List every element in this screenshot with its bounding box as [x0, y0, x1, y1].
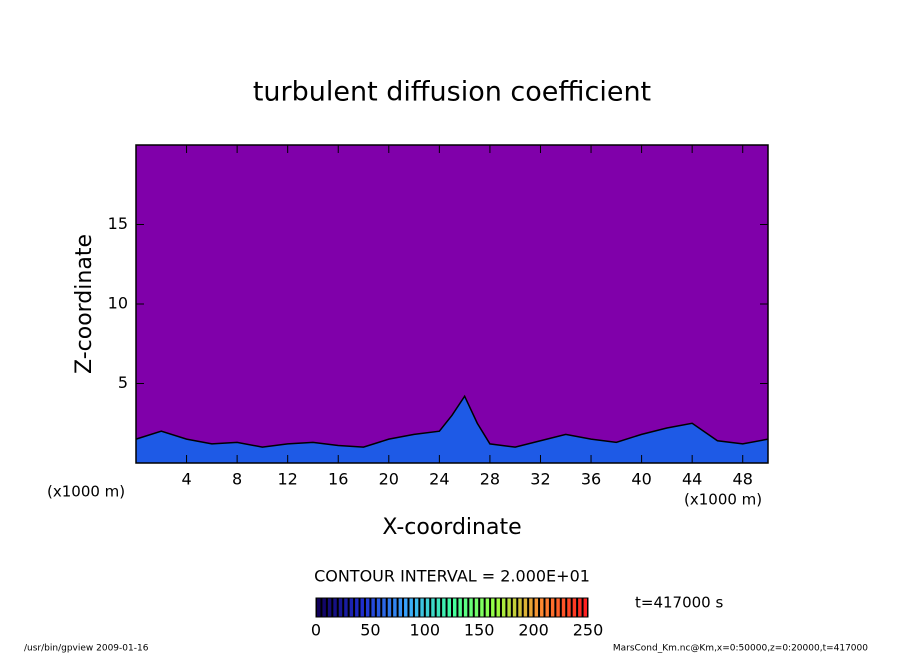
colorbar-stripe	[333, 598, 337, 617]
colorbar-stripe	[550, 598, 555, 617]
colorbar-stripe	[529, 598, 533, 617]
colorbar-stripe	[442, 598, 446, 617]
colorbar-stripe	[404, 598, 408, 617]
colorbar-stripe	[425, 598, 430, 617]
colorbar-stripe	[382, 598, 386, 617]
colorbar-stripe	[572, 598, 577, 617]
colorbar-stripe	[561, 598, 566, 617]
colorbar-stripe	[485, 598, 490, 617]
x-tick-label: 16	[328, 470, 348, 489]
colorbar-stripe	[371, 598, 375, 617]
x-tick-label: 40	[631, 470, 651, 489]
x-tick-label: 48	[733, 470, 753, 489]
layer-contour	[135, 394, 769, 448]
colorbar-stripe	[540, 598, 544, 617]
x-tick-label: 28	[480, 470, 500, 489]
colorbar-tick-label: 250	[573, 621, 604, 640]
colorbar-stripe	[327, 598, 332, 617]
colorbar-stripe	[463, 598, 468, 617]
colorbar-stripe	[578, 598, 582, 617]
colorbar-stripe	[469, 598, 473, 617]
colorbar-tick-label: 0	[311, 621, 321, 640]
colorbar-stripe	[567, 598, 571, 617]
colorbar-stripe	[409, 598, 413, 617]
colorbar-stripe	[523, 598, 528, 617]
x-axis-label: X-coordinate	[382, 515, 521, 540]
colorbar-stripe	[376, 598, 381, 617]
colorbar-stripe	[474, 598, 479, 617]
colorbar-stripe	[436, 598, 441, 617]
x-tick-label: 44	[682, 470, 702, 489]
y-axis-label: Z-coordinate	[72, 234, 97, 374]
colorbar-stripe	[480, 598, 484, 617]
colorbar-stripe	[512, 598, 517, 617]
colorbar-stripe	[431, 598, 435, 617]
colorbar-tick-label: 150	[464, 621, 495, 640]
x-tick-label: 4	[181, 470, 191, 489]
x-tick-label: 32	[530, 470, 550, 489]
colorbar-stripe	[534, 598, 539, 617]
colorbar-stripe	[458, 598, 462, 617]
turbulent-layer	[136, 396, 768, 463]
colorbar-stripe	[349, 598, 354, 617]
colorbar-stripe	[420, 598, 424, 617]
colorbar-stripe	[545, 598, 549, 617]
footer-right: MarsCond_Km.nc@Km,x=0:50000,z=0:20000,t=…	[613, 644, 868, 654]
x-tick-label: 8	[232, 470, 242, 489]
colorbar-stripe	[322, 598, 326, 617]
colorbar-stripe	[507, 598, 511, 617]
colorbar-stripe	[447, 598, 451, 617]
contour-interval: CONTOUR INTERVAL = 2.000E+01	[314, 567, 590, 586]
colorbar-stripe	[556, 598, 560, 617]
colorbar-frame	[315, 597, 589, 618]
colorbar-stripe	[344, 598, 348, 617]
x-unit-label: (x1000 m)	[684, 491, 762, 509]
y-tick-label: 5	[118, 373, 128, 392]
time-label: t=417000 s	[635, 594, 723, 612]
colorbar-stripe	[496, 598, 500, 617]
colorbar-stripe	[414, 598, 419, 617]
y-tick-label: 10	[108, 294, 128, 313]
colorbar-stripe	[491, 598, 495, 617]
colorbar-stripe	[583, 598, 587, 617]
colorbar-stripe	[501, 598, 506, 617]
colorbar-stripe	[387, 598, 392, 617]
footer-left: /usr/bin/gpview 2009-01-16	[24, 644, 149, 654]
plot-background	[136, 145, 768, 463]
colorbar-stripe	[365, 598, 370, 617]
colorbar-tick-label: 100	[410, 621, 441, 640]
colorbar-stripe	[317, 598, 321, 617]
colorbar-stripe	[360, 598, 364, 617]
y-tick-label: 15	[108, 214, 128, 233]
colorbar-stripe	[355, 598, 359, 617]
colorbar-stripe	[453, 598, 457, 617]
x-tick-label: 24	[429, 470, 449, 489]
y-unit-label: (x1000 m)	[47, 483, 125, 501]
colorbar-tick-label: 200	[518, 621, 549, 640]
colorbar-stripe	[518, 598, 522, 617]
colorbar-stripe	[338, 598, 343, 617]
colorbar-stripe	[398, 598, 403, 617]
chart-title: turbulent diffusion coefficient	[253, 77, 651, 108]
colorbar-tick-label: 50	[360, 621, 380, 640]
x-tick-label: 36	[581, 470, 601, 489]
colorbar-stripe	[393, 598, 397, 617]
x-tick-label: 20	[379, 470, 399, 489]
x-tick-label: 12	[278, 470, 298, 489]
